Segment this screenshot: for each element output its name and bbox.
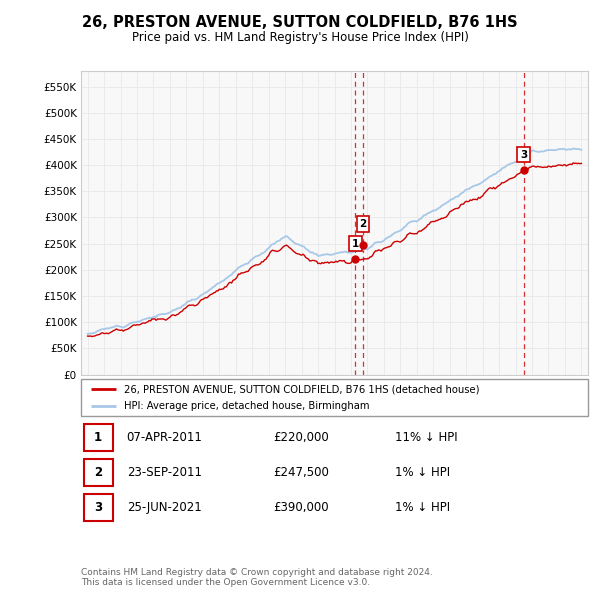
Text: 3: 3 [520,150,527,160]
Text: HPI: Average price, detached house, Birmingham: HPI: Average price, detached house, Birm… [124,401,370,411]
Bar [83,494,113,521]
Text: £220,000: £220,000 [274,431,329,444]
Text: 26, PRESTON AVENUE, SUTTON COLDFIELD, B76 1HS (detached house): 26, PRESTON AVENUE, SUTTON COLDFIELD, B7… [124,384,479,394]
Text: 3: 3 [94,501,103,514]
Text: 25-JUN-2021: 25-JUN-2021 [127,501,202,514]
Text: 07-APR-2011: 07-APR-2011 [127,431,203,444]
Text: 2: 2 [359,219,367,229]
Text: Price paid vs. HM Land Registry's House Price Index (HPI): Price paid vs. HM Land Registry's House … [131,31,469,44]
Text: 26, PRESTON AVENUE, SUTTON COLDFIELD, B76 1HS: 26, PRESTON AVENUE, SUTTON COLDFIELD, B7… [82,15,518,30]
Text: £247,500: £247,500 [274,466,329,479]
Text: 1: 1 [94,431,103,444]
Bar [83,424,113,451]
Text: 23-SEP-2011: 23-SEP-2011 [127,466,202,479]
Text: Contains HM Land Registry data © Crown copyright and database right 2024.
This d: Contains HM Land Registry data © Crown c… [81,568,433,587]
Text: £390,000: £390,000 [274,501,329,514]
Text: 1% ↓ HPI: 1% ↓ HPI [395,501,451,514]
Bar [83,459,113,486]
Text: 11% ↓ HPI: 11% ↓ HPI [395,431,458,444]
Text: 1% ↓ HPI: 1% ↓ HPI [395,466,451,479]
Text: 2: 2 [94,466,103,479]
Text: 1: 1 [352,239,359,248]
